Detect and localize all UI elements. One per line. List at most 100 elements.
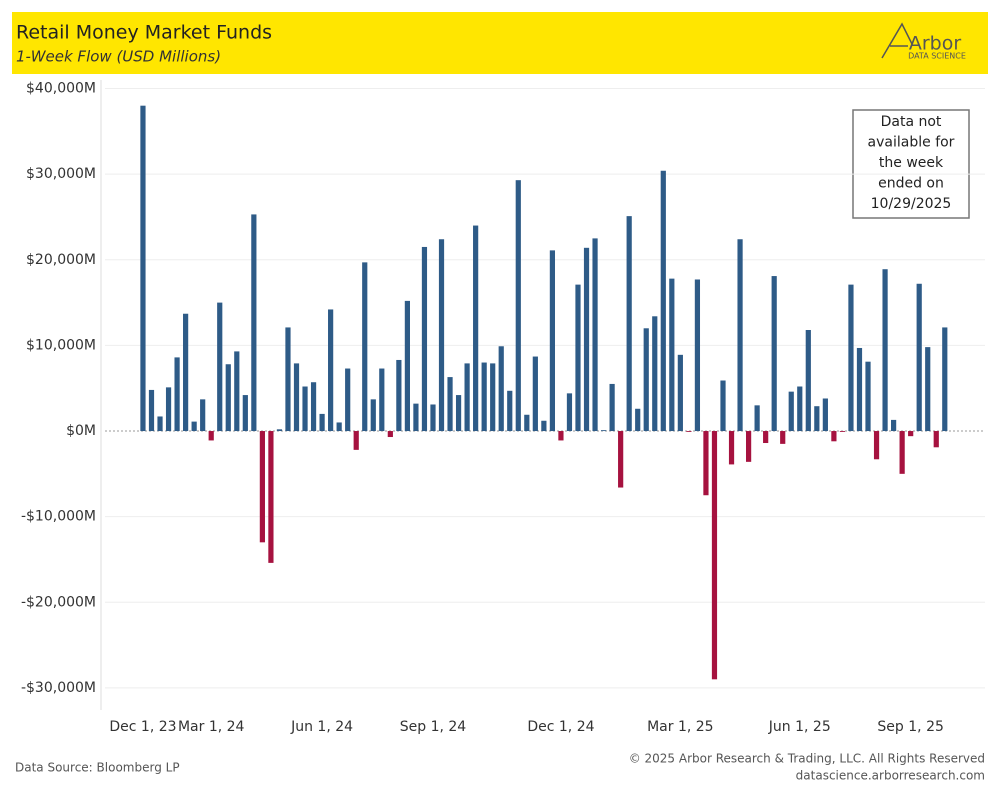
bar: [814, 406, 820, 432]
bar: [336, 422, 342, 432]
bar: [711, 431, 718, 680]
bar: [583, 247, 590, 432]
bar: [660, 170, 666, 432]
bar: [652, 316, 658, 432]
bar: [865, 361, 871, 432]
bar: [148, 389, 155, 432]
bar: [856, 347, 863, 432]
bar: [430, 404, 436, 432]
bar: [438, 239, 445, 432]
y-tick-label: -$20,000M: [21, 594, 96, 610]
bar: [268, 431, 274, 563]
bar: [737, 239, 743, 432]
bar: [549, 250, 556, 432]
bar: [379, 368, 385, 432]
bar: [694, 279, 701, 432]
bar: [507, 390, 513, 432]
bar: [925, 347, 931, 432]
bar: [575, 284, 581, 432]
bar: [873, 431, 880, 460]
bar: [259, 431, 265, 543]
bar: [848, 284, 854, 432]
x-tick-label: Sep 1, 25: [877, 719, 943, 735]
x-tick-label: Mar 1, 24: [178, 719, 245, 735]
bar: [600, 430, 607, 432]
bar: [217, 302, 223, 432]
bar: [353, 431, 359, 450]
bar: [677, 354, 683, 432]
x-tick-label: Dec 1, 23: [109, 719, 176, 735]
bar: [805, 330, 811, 432]
x-tick-label: Sep 1, 24: [400, 719, 467, 735]
x-tick-label: Dec 1, 24: [527, 719, 594, 735]
bar: [745, 431, 752, 462]
bar: [908, 431, 914, 437]
y-tick-label: $30,000M: [26, 166, 96, 182]
logo-mark: [881, 22, 913, 59]
bar: [669, 278, 675, 432]
bar: [566, 393, 573, 432]
annotation-line: the week: [879, 155, 944, 171]
annotation-line: ended on: [878, 176, 944, 192]
bar: [473, 225, 479, 432]
bar: [421, 246, 428, 432]
bar: [208, 431, 214, 441]
annotation-box: [852, 109, 970, 219]
bar: [788, 391, 794, 432]
x-tick-label: Jun 1, 24: [290, 719, 353, 735]
y-tick-label: $40,000M: [26, 81, 96, 97]
bar: [686, 431, 692, 432]
bar: [183, 313, 189, 432]
bar: [839, 431, 846, 432]
bar: [370, 399, 376, 432]
website: datascience.arborresearch.com: [796, 769, 985, 783]
bar: [831, 431, 837, 442]
logo-tagline: DATA SCIENCE: [908, 52, 966, 61]
bar: [541, 420, 547, 432]
bar: [942, 327, 948, 432]
bar: [404, 300, 410, 432]
bar: [157, 416, 163, 432]
y-tick-label: -$30,000M: [21, 680, 96, 696]
bar: [251, 214, 257, 432]
bar: [592, 238, 598, 432]
x-tick-label: Jun 1, 25: [768, 719, 831, 735]
annotation-line: Data not: [881, 114, 942, 130]
bar: [720, 380, 726, 432]
bar: [532, 356, 538, 432]
source: Data Source: Bloomberg LP: [15, 761, 180, 775]
header-band: [12, 12, 988, 74]
bar: [822, 398, 828, 432]
bar: [328, 309, 334, 432]
bar: [413, 403, 419, 432]
bar: [763, 431, 769, 444]
bar: [140, 105, 146, 432]
bar: [447, 377, 453, 432]
annotation-line: available for: [868, 135, 955, 151]
bar: [319, 413, 325, 432]
y-tick-label: $10,000M: [26, 337, 96, 353]
x-tick-label: Mar 1, 25: [647, 719, 714, 735]
bar: [635, 408, 641, 432]
bar: [933, 431, 939, 448]
bar: [242, 395, 248, 432]
bar: [345, 368, 351, 432]
bar: [310, 382, 317, 432]
copyright: © 2025 Arbor Research & Trading, LLC. Al…: [629, 752, 985, 766]
y-tick-label: -$10,000M: [21, 509, 96, 525]
bar: [609, 383, 615, 432]
bar: [754, 405, 760, 432]
bar: [916, 283, 922, 432]
bar: [165, 387, 172, 432]
bar: [191, 421, 197, 432]
bar: [558, 431, 564, 441]
bar: [515, 180, 521, 432]
bar: [200, 399, 206, 432]
bar: [225, 364, 231, 432]
bar: [524, 414, 530, 432]
bar: [891, 419, 897, 432]
bar: [481, 362, 487, 432]
bar: [490, 363, 496, 432]
